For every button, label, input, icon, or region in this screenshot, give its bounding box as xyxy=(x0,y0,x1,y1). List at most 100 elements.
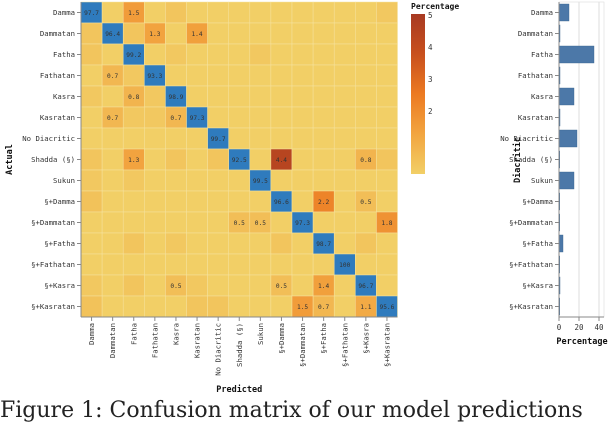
heatmap-cell xyxy=(207,85,229,108)
heatmap-cell xyxy=(165,64,187,87)
heatmap-cell xyxy=(355,22,377,45)
y-tick-label: §+Kasra xyxy=(44,281,75,290)
heatmap-cell xyxy=(122,127,145,150)
cell-value-label: 4.4 xyxy=(276,157,287,164)
heatmap-cell xyxy=(312,43,335,66)
heatmap-cell xyxy=(270,106,293,129)
heatmap-cell xyxy=(228,64,251,87)
heatmap-cell xyxy=(270,22,293,45)
cell-value-label: 1.8 xyxy=(381,220,392,227)
heatmap-cell xyxy=(101,253,124,276)
heatmap-cell xyxy=(270,85,293,108)
heatmap-cell xyxy=(80,190,103,213)
heatmap-cell xyxy=(291,127,314,150)
y-tick-label: Shadda (§) xyxy=(31,155,75,164)
heatmap-cell xyxy=(207,43,229,66)
cell-value-label: 100 xyxy=(339,262,350,269)
heatmap-cell xyxy=(144,148,166,171)
heatmap-cell xyxy=(355,127,377,150)
heatmap-cell xyxy=(165,1,187,24)
heatmap-cell xyxy=(228,127,251,150)
heatmap-cell xyxy=(207,295,229,318)
x-tick-label: §+Kasra xyxy=(361,323,370,354)
heatmap-cell xyxy=(186,169,208,192)
color-legend: Percentage 2 3 4 5 xyxy=(411,2,459,174)
heatmap-cell xyxy=(355,232,377,255)
y-tick-label: §+Damma xyxy=(44,197,75,206)
x-tick-label: Fatha xyxy=(129,323,138,345)
x-tick-label: §+Fatha xyxy=(319,323,328,354)
heatmap-cell xyxy=(270,169,293,192)
heatmap-cell xyxy=(355,43,377,66)
legend-title: Percentage xyxy=(411,2,459,11)
heatmap-cell xyxy=(291,148,314,171)
heatmap-cell xyxy=(333,148,356,171)
heatmap-cell xyxy=(207,106,229,129)
heatmap-cell xyxy=(376,127,398,150)
heatmap-cell xyxy=(249,22,272,45)
cell-value-label: 1.1 xyxy=(360,304,371,311)
heatmap-cell xyxy=(376,85,398,108)
bar-y-tick-label: Kasratan xyxy=(518,113,553,122)
heatmap-cell xyxy=(228,43,251,66)
cell-value-label: 1.5 xyxy=(297,304,308,311)
heatmap-cell xyxy=(376,148,398,171)
heatmap-cell xyxy=(249,274,272,297)
heatmap-cell xyxy=(186,190,208,213)
heatmap-cell xyxy=(80,232,103,255)
bar-y-axis-title: Diacritic xyxy=(512,137,523,183)
heatmap-cell xyxy=(249,148,272,171)
cell-value-label: 96.4 xyxy=(105,31,120,38)
heatmap-cell xyxy=(312,106,335,129)
heatmap-cell xyxy=(228,1,251,24)
cell-value-label: 0.7 xyxy=(318,304,329,311)
heatmap-cell xyxy=(165,169,187,192)
heatmap-cell xyxy=(333,232,356,255)
heatmap-cell xyxy=(333,1,356,24)
y-tick-label: §+Fatha xyxy=(44,239,75,248)
heatmap-cell xyxy=(333,106,356,129)
heatmap-cell xyxy=(355,106,377,129)
heatmap-cell xyxy=(312,22,335,45)
heatmap-cell xyxy=(249,295,272,318)
cell-value-label: 0.7 xyxy=(107,115,118,122)
bar xyxy=(558,3,570,22)
heatmap-cell xyxy=(165,253,187,276)
bar-x-tick-label: 20 xyxy=(574,323,584,332)
bar-y-tick-label: §+Kasratan xyxy=(509,302,553,311)
y-tick-label: §+Dammatan xyxy=(31,218,75,227)
heatmap-cell xyxy=(270,232,293,255)
heatmap-cell xyxy=(186,232,208,255)
cell-value-label: 98.7 xyxy=(316,241,331,248)
heatmap-cell xyxy=(144,274,166,297)
heatmap-cell xyxy=(376,253,398,276)
heatmap-cell xyxy=(101,148,124,171)
heatmap-cell xyxy=(333,127,356,150)
x-tick-label: §+Fathatan xyxy=(340,323,349,367)
heatmap-cell xyxy=(80,106,103,129)
heatmap-cell xyxy=(312,85,335,108)
heatmap-cell xyxy=(355,169,377,192)
bar xyxy=(558,45,595,64)
y-tick-label: Damma xyxy=(53,8,75,17)
cell-value-label: 2.2 xyxy=(318,199,329,206)
heatmap-cell xyxy=(312,211,335,234)
heatmap-cell xyxy=(207,232,229,255)
heatmap-cell xyxy=(376,169,398,192)
heatmap-cell xyxy=(101,295,124,318)
heatmap-cell xyxy=(249,43,272,66)
bar-y-tick-label: Kasra xyxy=(531,92,553,101)
heatmap-cell xyxy=(270,64,293,87)
heatmap-cell xyxy=(376,274,398,297)
bar-y-tick-label: Fathatan xyxy=(518,71,553,80)
y-tick-label: No Diacritic xyxy=(22,134,75,143)
heatmap-cell xyxy=(249,85,272,108)
heatmap-cell xyxy=(207,148,229,171)
cell-value-label: 93.3 xyxy=(147,73,162,80)
heatmap-cell xyxy=(122,64,145,87)
x-tick-label: Kasratan xyxy=(193,323,202,358)
heatmap-cell xyxy=(291,64,314,87)
heatmap-cell xyxy=(312,253,335,276)
heatmap-cell xyxy=(207,190,229,213)
